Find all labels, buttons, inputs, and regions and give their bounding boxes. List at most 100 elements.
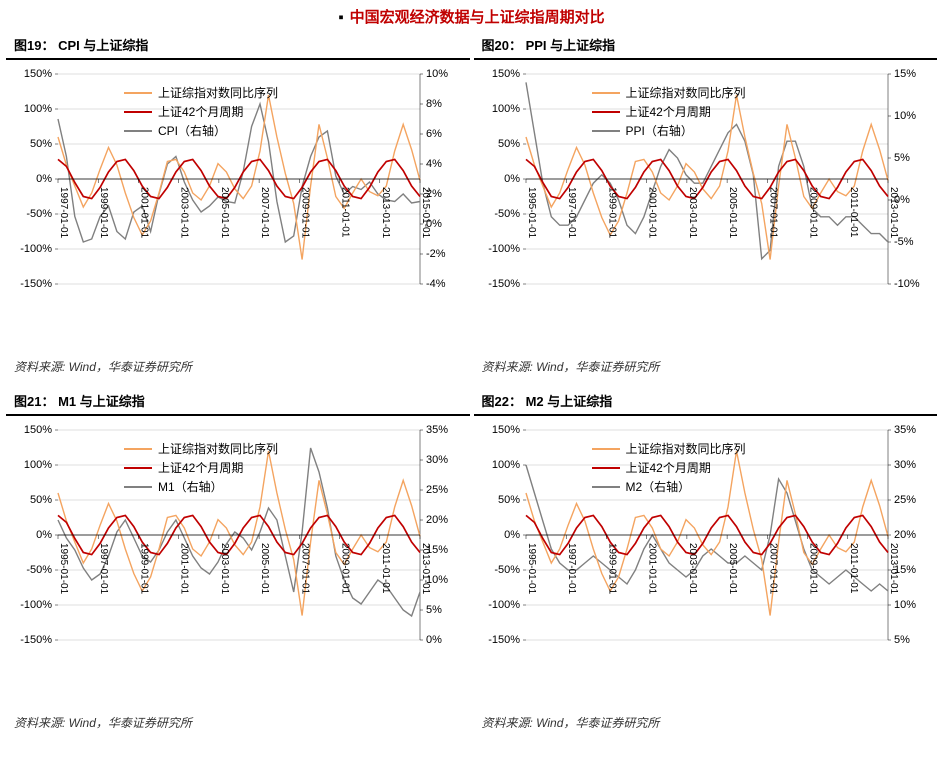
panel-title: 图20： PPI 与上证综指 bbox=[474, 31, 938, 60]
legend-swatch bbox=[124, 92, 152, 94]
svg-text:-10%: -10% bbox=[894, 278, 920, 290]
svg-text:-50%: -50% bbox=[26, 208, 52, 220]
svg-text:2009-01-01: 2009-01-01 bbox=[340, 543, 351, 595]
svg-text:-4%: -4% bbox=[426, 278, 446, 290]
svg-text:-150%: -150% bbox=[20, 278, 52, 290]
svg-text:1999-01-01: 1999-01-01 bbox=[606, 543, 617, 595]
legend-label: M1（右轴） bbox=[158, 478, 223, 495]
legend-swatch bbox=[592, 467, 620, 469]
chart-area: -150%-100%-50%0%50%100%150%-4%-2%0%2%4%6… bbox=[6, 64, 470, 354]
svg-text:2007-01-01: 2007-01-01 bbox=[767, 187, 778, 239]
svg-text:100%: 100% bbox=[24, 103, 52, 115]
svg-text:2003-01-01: 2003-01-01 bbox=[179, 187, 190, 239]
svg-text:1995-01-01: 1995-01-01 bbox=[526, 543, 537, 595]
svg-text:-50%: -50% bbox=[26, 564, 52, 576]
legend-swatch bbox=[592, 130, 620, 132]
svg-text:0%: 0% bbox=[36, 529, 52, 541]
legend-item: 上证综指对数同比序列 bbox=[124, 84, 278, 101]
legend-label: 上证42个月周期 bbox=[626, 459, 711, 476]
svg-text:2001-01-01: 2001-01-01 bbox=[138, 187, 149, 239]
svg-text:150%: 150% bbox=[491, 424, 519, 436]
legend-item: 上证综指对数同比序列 bbox=[592, 440, 746, 457]
legend-item: 上证42个月周期 bbox=[124, 103, 278, 120]
svg-text:2011-01-01: 2011-01-01 bbox=[340, 187, 351, 238]
panel-title: 图21： M1 与上证综指 bbox=[6, 387, 470, 416]
svg-text:50%: 50% bbox=[30, 138, 52, 150]
legend-item: CPI（右轴） bbox=[124, 122, 278, 139]
legend-swatch bbox=[124, 130, 152, 132]
legend-label: 上证综指对数同比序列 bbox=[626, 440, 746, 457]
svg-text:30%: 30% bbox=[426, 454, 448, 466]
svg-text:0%: 0% bbox=[426, 634, 442, 646]
svg-text:2009-01-01: 2009-01-01 bbox=[299, 187, 310, 239]
svg-text:2011-01-01: 2011-01-01 bbox=[847, 543, 858, 594]
svg-text:2001-01-01: 2001-01-01 bbox=[646, 543, 657, 595]
svg-text:35%: 35% bbox=[426, 424, 448, 436]
chart-area: -150%-100%-50%0%50%100%150%5%10%15%20%25… bbox=[474, 420, 938, 710]
legend-swatch bbox=[124, 111, 152, 113]
svg-text:10%: 10% bbox=[426, 68, 448, 80]
legend-label: 上证42个月周期 bbox=[158, 103, 243, 120]
svg-text:6%: 6% bbox=[426, 128, 442, 140]
legend-item: M2（右轴） bbox=[592, 478, 746, 495]
legend-item: PPI（右轴） bbox=[592, 122, 746, 139]
svg-text:10%: 10% bbox=[894, 110, 916, 122]
svg-text:-150%: -150% bbox=[488, 634, 520, 646]
svg-text:1995-01-01: 1995-01-01 bbox=[58, 543, 69, 595]
svg-text:1997-01-01: 1997-01-01 bbox=[98, 543, 109, 595]
svg-text:2005-01-01: 2005-01-01 bbox=[219, 187, 230, 239]
svg-text:100%: 100% bbox=[24, 459, 52, 471]
svg-text:50%: 50% bbox=[30, 494, 52, 506]
svg-text:0%: 0% bbox=[504, 529, 520, 541]
legend-label: PPI（右轴） bbox=[626, 122, 693, 139]
source-text: 资料来源: Wind，华泰证券研究所 bbox=[6, 710, 470, 739]
svg-text:1997-01-01: 1997-01-01 bbox=[58, 187, 69, 239]
chart-area: -150%-100%-50%0%50%100%150%0%5%10%15%20%… bbox=[6, 420, 470, 710]
svg-text:2005-01-01: 2005-01-01 bbox=[727, 543, 738, 595]
legend: 上证综指对数同比序列 上证42个月周期 M2（右轴） bbox=[592, 440, 746, 497]
svg-text:4%: 4% bbox=[426, 158, 442, 170]
chart-area: -150%-100%-50%0%50%100%150%-10%-5%0%5%10… bbox=[474, 64, 938, 354]
svg-text:10%: 10% bbox=[894, 599, 916, 611]
legend: 上证综指对数同比序列 上证42个月周期 CPI（右轴） bbox=[124, 84, 278, 141]
svg-text:-150%: -150% bbox=[488, 278, 520, 290]
svg-text:1997-01-01: 1997-01-01 bbox=[566, 543, 577, 595]
svg-text:-150%: -150% bbox=[20, 634, 52, 646]
svg-text:1999-01-01: 1999-01-01 bbox=[98, 187, 109, 239]
panel-19: 图19： CPI 与上证综指 -150%-100%-50%0%50%100%15… bbox=[6, 31, 470, 383]
svg-text:-50%: -50% bbox=[494, 208, 520, 220]
svg-text:25%: 25% bbox=[426, 484, 448, 496]
svg-text:2013-01-01: 2013-01-01 bbox=[380, 187, 391, 239]
svg-text:-50%: -50% bbox=[494, 564, 520, 576]
svg-text:5%: 5% bbox=[894, 634, 910, 646]
svg-text:2005-01-01: 2005-01-01 bbox=[727, 187, 738, 239]
legend-label: 上证综指对数同比序列 bbox=[158, 84, 278, 101]
panel-title: 图22： M2 与上证综指 bbox=[474, 387, 938, 416]
svg-text:2011-01-01: 2011-01-01 bbox=[847, 187, 858, 238]
svg-text:2011-01-01: 2011-01-01 bbox=[380, 543, 391, 594]
svg-text:-100%: -100% bbox=[20, 599, 52, 611]
legend-label: CPI（右轴） bbox=[158, 122, 226, 139]
svg-text:5%: 5% bbox=[894, 152, 910, 164]
legend-label: M2（右轴） bbox=[626, 478, 691, 495]
legend-item: M1（右轴） bbox=[124, 478, 278, 495]
source-text: 资料来源: Wind，华泰证券研究所 bbox=[474, 710, 938, 739]
legend-swatch bbox=[592, 486, 620, 488]
panel-20: 图20： PPI 与上证综指 -150%-100%-50%0%50%100%15… bbox=[474, 31, 938, 383]
legend-label: 上证综指对数同比序列 bbox=[158, 440, 278, 457]
svg-text:2003-01-01: 2003-01-01 bbox=[686, 187, 697, 239]
svg-text:2013-01-01: 2013-01-01 bbox=[888, 543, 899, 595]
svg-text:1995-01-01: 1995-01-01 bbox=[526, 187, 537, 239]
source-text: 资料来源: Wind，华泰证券研究所 bbox=[6, 354, 470, 383]
svg-text:2003-01-01: 2003-01-01 bbox=[686, 543, 697, 595]
svg-text:2003-01-01: 2003-01-01 bbox=[219, 543, 230, 595]
legend-swatch bbox=[592, 92, 620, 94]
svg-text:0%: 0% bbox=[504, 173, 520, 185]
legend-swatch bbox=[124, 448, 152, 450]
svg-text:2009-01-01: 2009-01-01 bbox=[807, 187, 818, 239]
legend-item: 上证综指对数同比序列 bbox=[592, 84, 746, 101]
svg-text:2005-01-01: 2005-01-01 bbox=[259, 543, 270, 595]
svg-text:150%: 150% bbox=[24, 424, 52, 436]
svg-text:2007-01-01: 2007-01-01 bbox=[259, 187, 270, 239]
svg-text:150%: 150% bbox=[491, 68, 519, 80]
